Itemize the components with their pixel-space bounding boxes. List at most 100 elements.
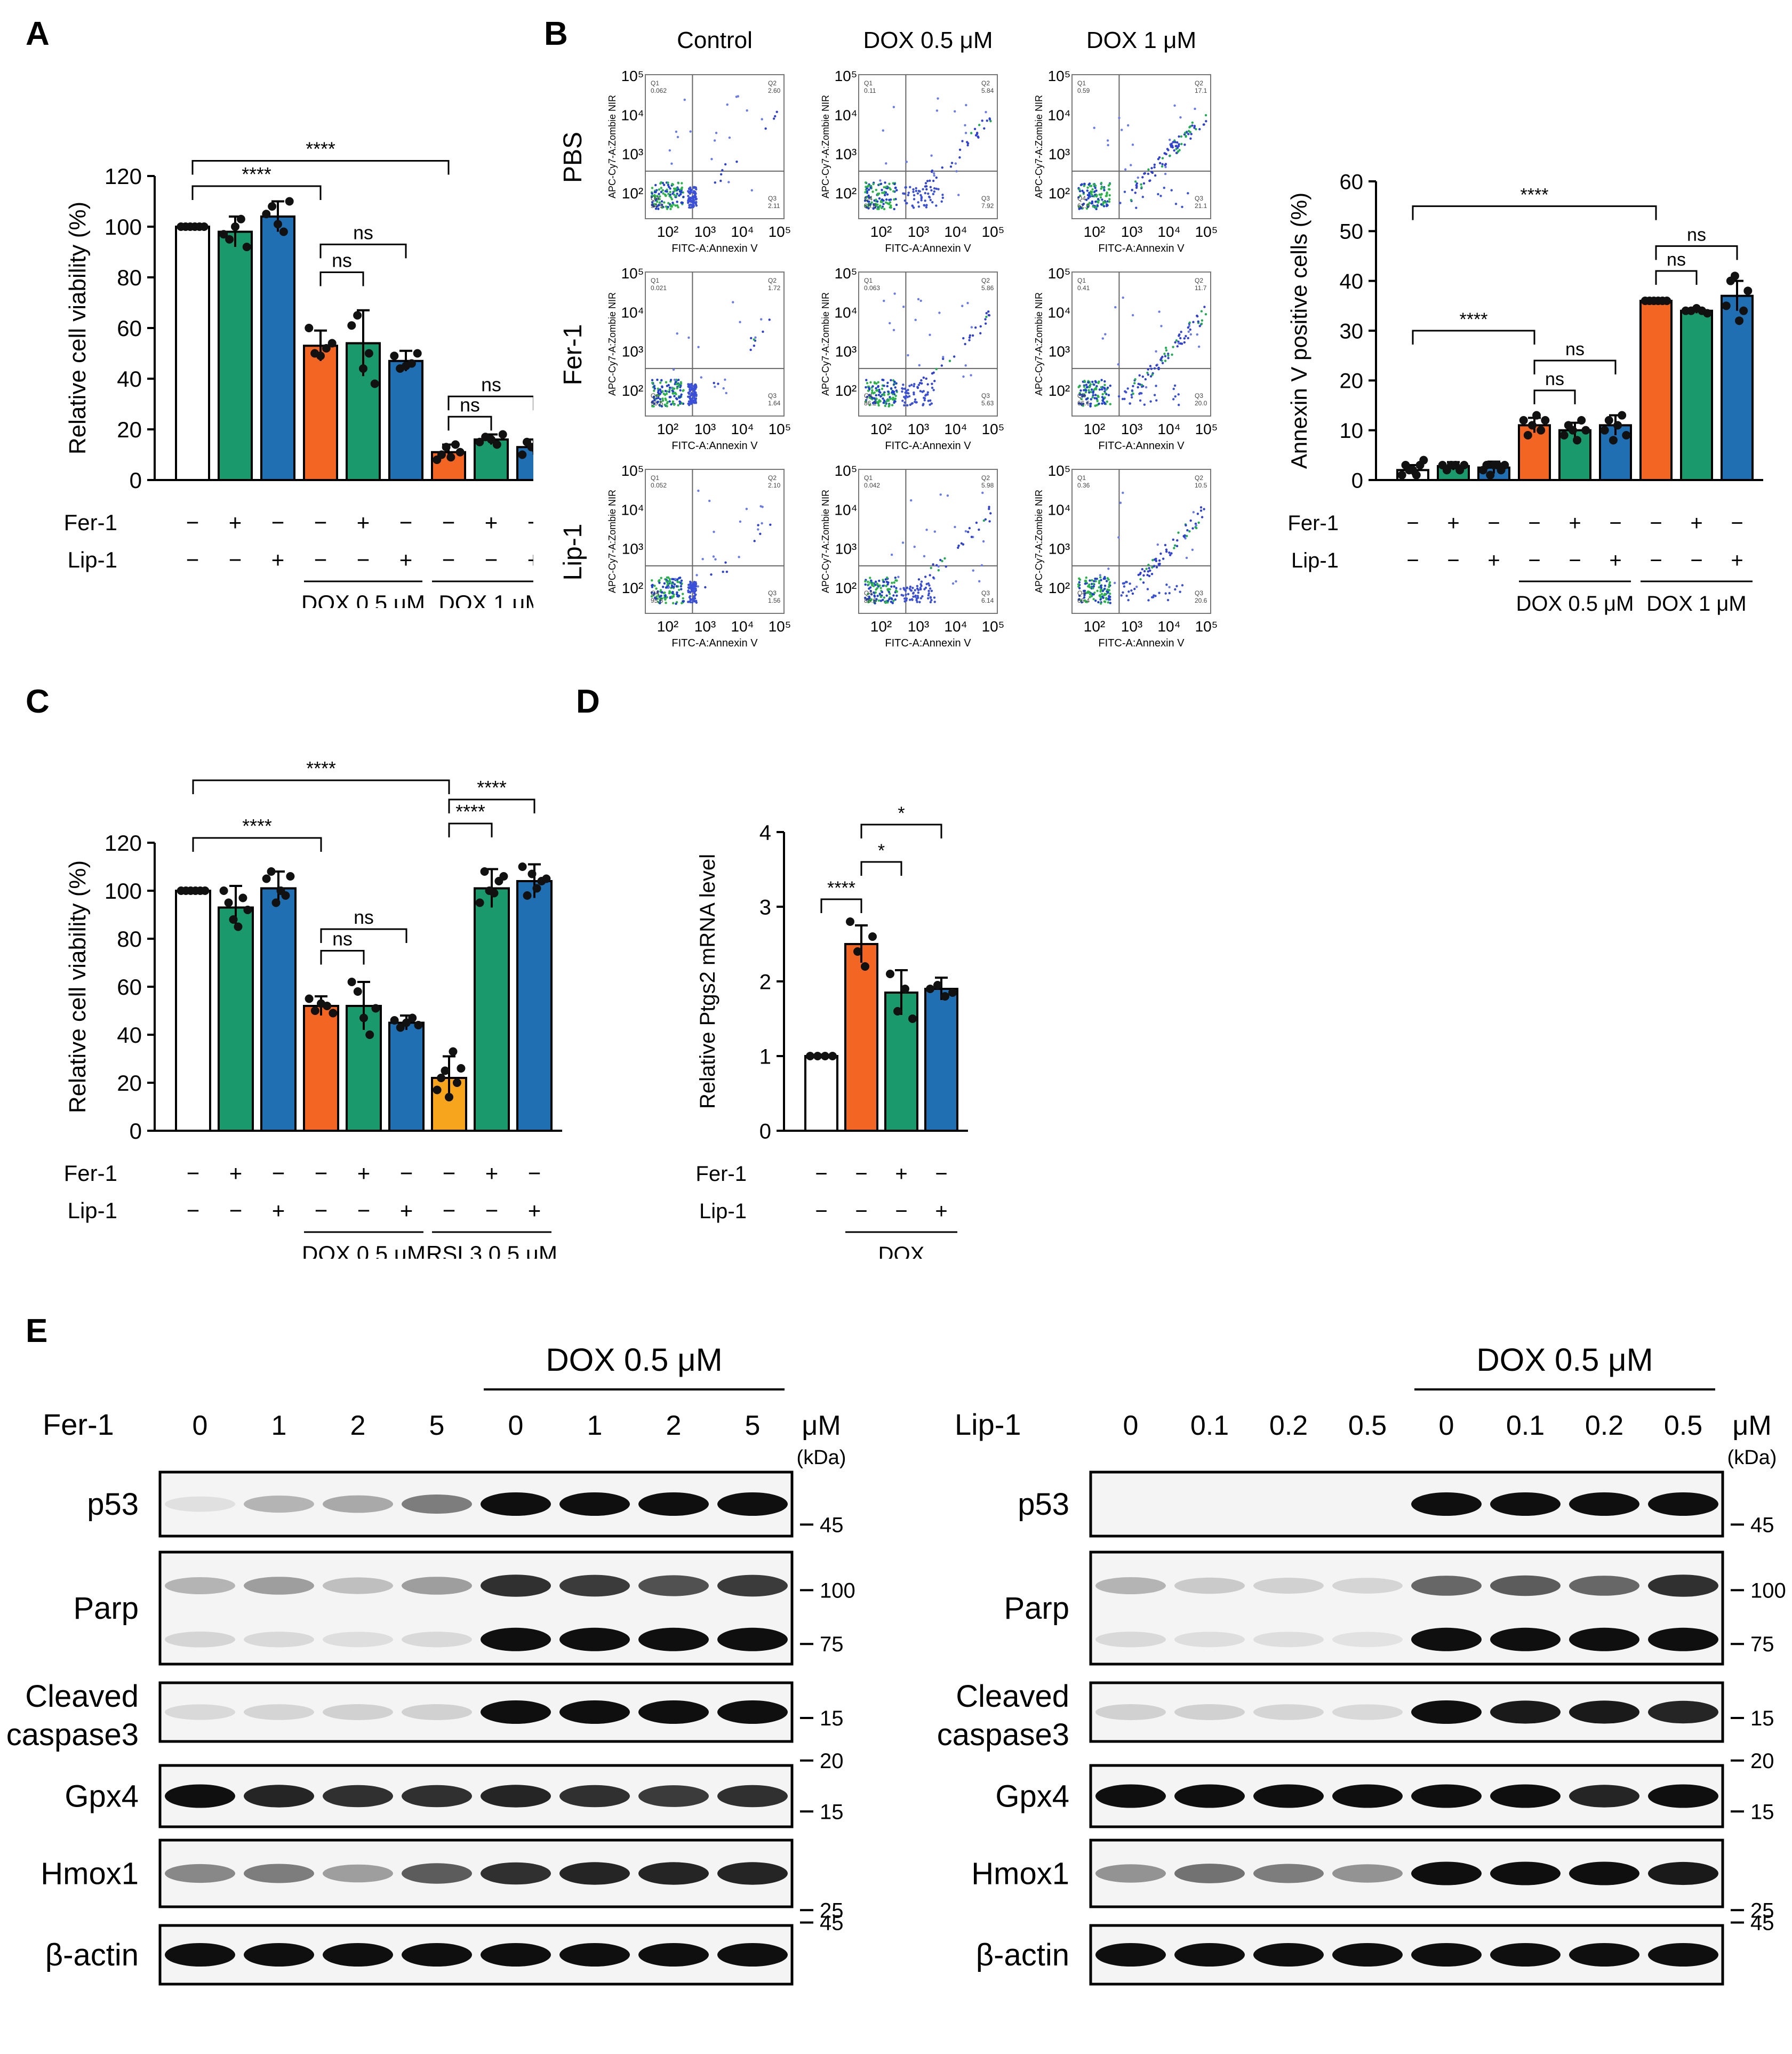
quadrant-value: 0.063 xyxy=(864,284,880,292)
flow-event xyxy=(902,383,905,386)
flow-event xyxy=(754,336,757,339)
flow-event xyxy=(653,389,655,392)
flow-event xyxy=(919,587,922,589)
lip1-sign: − xyxy=(485,1198,499,1223)
flow-event xyxy=(940,364,943,367)
flow-y-label: APC-Cy7-A:Zombie NIR xyxy=(1034,490,1044,593)
blot-band xyxy=(717,1943,788,1967)
blot-band xyxy=(1253,1632,1324,1648)
flow-event xyxy=(722,387,725,390)
quadrant-value: 0.59 xyxy=(1077,87,1090,94)
sig-bracket xyxy=(319,271,364,286)
lip1-sign: − xyxy=(815,1200,827,1223)
flow-event xyxy=(1137,573,1140,577)
flow-event xyxy=(909,589,912,592)
flow-event xyxy=(895,203,898,206)
blot-band xyxy=(323,1943,393,1967)
flow-event xyxy=(717,382,719,385)
flow-y-tick: 10⁵ xyxy=(621,265,644,282)
flow-event xyxy=(1088,386,1091,388)
sig-bracket xyxy=(448,822,493,837)
flow-event xyxy=(1090,593,1092,596)
flow-event xyxy=(757,524,759,526)
flow-event xyxy=(693,580,695,584)
flow-event xyxy=(688,206,691,209)
quadrant-value: 5.84 xyxy=(981,87,994,94)
flow-event xyxy=(1138,374,1141,377)
group-label: DOX 0.5 μM xyxy=(1516,592,1634,616)
flow-event xyxy=(1119,501,1122,504)
flow-event xyxy=(668,149,671,152)
flow-y-tick: 10³ xyxy=(622,343,643,360)
flow-event xyxy=(916,585,919,587)
quadrant-value: 0.11 xyxy=(864,87,876,94)
flow-event xyxy=(924,185,927,188)
flow-event xyxy=(1094,187,1097,189)
lip1-sign: − xyxy=(315,1198,328,1223)
lip1-sign: − xyxy=(357,1198,371,1223)
sig-bracket xyxy=(1412,330,1535,345)
flow-event xyxy=(913,385,915,388)
flow-event xyxy=(1079,183,1083,187)
flow-event xyxy=(659,393,661,395)
blot-band xyxy=(559,1862,630,1885)
quadrant-value: 2.10 xyxy=(768,482,781,489)
blot-band xyxy=(638,1862,709,1885)
blot-band xyxy=(1174,1632,1245,1648)
blot-band xyxy=(481,1575,551,1597)
quadrant-name: Q4 xyxy=(1077,392,1086,399)
flow-event xyxy=(1174,203,1178,205)
flow-event xyxy=(908,385,911,387)
bar xyxy=(218,230,253,481)
flow-event xyxy=(697,346,700,348)
flow-event xyxy=(1198,128,1201,131)
data-point xyxy=(347,321,356,330)
flow-event xyxy=(1103,387,1106,390)
flow-event xyxy=(1140,186,1143,189)
flow-event xyxy=(872,182,875,186)
y-tick-label: 120 xyxy=(105,830,142,856)
marker-label: 25 xyxy=(1750,1899,1774,1922)
lip1-sign: + xyxy=(527,547,533,572)
data-point xyxy=(523,891,532,900)
flow-event xyxy=(893,585,895,588)
flow-event xyxy=(1153,163,1156,166)
flow-event xyxy=(1178,334,1180,337)
sig-bracket xyxy=(320,950,365,965)
flow-event xyxy=(1098,582,1101,585)
data-point xyxy=(455,447,465,457)
y-tick-label: 100 xyxy=(105,214,142,239)
flow-event xyxy=(865,400,867,403)
flow-event xyxy=(1107,601,1110,604)
flow-event xyxy=(867,204,870,207)
flow-event xyxy=(1158,162,1162,165)
flow-event xyxy=(895,389,898,392)
flow-event xyxy=(676,578,679,581)
flow-event xyxy=(1179,337,1182,340)
y-axis-label: Annexin V positive cells (%) xyxy=(1286,193,1311,469)
flow-event xyxy=(901,387,905,390)
flow-event xyxy=(871,389,874,392)
flow-event xyxy=(1155,399,1158,402)
flow-event xyxy=(923,555,926,558)
flow-event xyxy=(704,586,707,589)
flow-event xyxy=(908,395,911,398)
data-point xyxy=(1613,421,1622,430)
dose-label: 5 xyxy=(745,1410,761,1441)
lip1-sign: − xyxy=(485,547,498,572)
flow-event xyxy=(1109,403,1111,405)
flow-event xyxy=(675,379,678,381)
blot-band xyxy=(481,1492,551,1516)
blot-band xyxy=(1569,1861,1639,1885)
flow-event xyxy=(1092,183,1095,186)
flow-event xyxy=(714,181,716,184)
flow-event xyxy=(883,191,886,195)
flow-event xyxy=(1174,341,1177,344)
flow-event xyxy=(939,493,942,496)
flow-event xyxy=(893,380,896,383)
flow-event xyxy=(674,578,677,580)
flow-event xyxy=(687,188,691,190)
flow-event xyxy=(884,601,887,604)
